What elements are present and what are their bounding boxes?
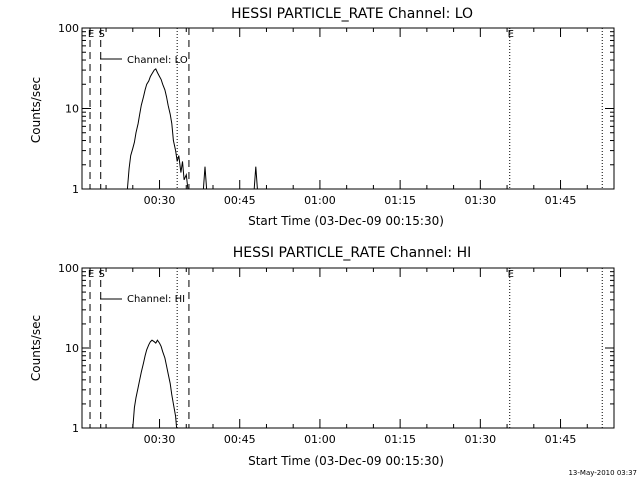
y-tick-label: 1 [72, 422, 79, 435]
x-axis-label: Start Time (03-Dec-09 00:15:30) [248, 454, 444, 468]
y-tick-label: 10 [65, 342, 79, 355]
event-marker-label: E [508, 29, 514, 40]
footer-timestamp: 13-May-2010 03:37 [568, 469, 637, 477]
y-axis-label: Counts/sec [29, 77, 43, 143]
y-tick-label: 100 [58, 262, 79, 275]
event-marker-label: E [88, 269, 94, 280]
x-axis-label: Start Time (03-Dec-09 00:15:30) [248, 214, 444, 228]
chart-title: HESSI PARTICLE_RATE Channel: LO [231, 6, 473, 22]
x-tick-label: 00:30 [144, 433, 176, 446]
data-series-line [132, 339, 178, 429]
x-tick-label: 00:45 [224, 194, 256, 207]
x-tick-label: 01:15 [384, 194, 416, 207]
x-tick-label: 01:00 [304, 194, 336, 207]
data-series-line [202, 166, 208, 190]
y-axis-label: Counts/sec [29, 315, 43, 381]
x-tick-label: 01:45 [545, 433, 577, 446]
chart-title: HESSI PARTICLE_RATE Channel: HI [233, 245, 471, 261]
event-marker-label: S [99, 269, 105, 280]
x-tick-label: 00:45 [224, 433, 256, 446]
chart-panel-lo: HESSI PARTICLE_RATE Channel: LO Start Ti… [29, 6, 615, 228]
x-tick-label: 01:45 [545, 194, 577, 207]
legend-label: Channel: LO [127, 55, 188, 66]
x-tick-label: 01:30 [464, 194, 496, 207]
event-marker-label: E [508, 269, 514, 280]
chart-panel-hi: HESSI PARTICLE_RATE Channel: HI Start Ti… [29, 245, 615, 468]
x-tick-label: 01:15 [384, 433, 416, 446]
data-series-line [253, 166, 258, 190]
x-tick-label: 00:30 [144, 194, 176, 207]
y-tick-label: 10 [65, 103, 79, 116]
y-tick-label: 100 [58, 22, 79, 35]
event-marker-label: S [99, 29, 105, 40]
event-marker-label: E [88, 29, 94, 40]
x-tick-label: 01:00 [304, 433, 336, 446]
data-series-line [126, 68, 189, 190]
y-tick-label: 1 [72, 183, 79, 196]
x-tick-label: 01:30 [464, 433, 496, 446]
legend-label: Channel: HI [127, 294, 185, 305]
